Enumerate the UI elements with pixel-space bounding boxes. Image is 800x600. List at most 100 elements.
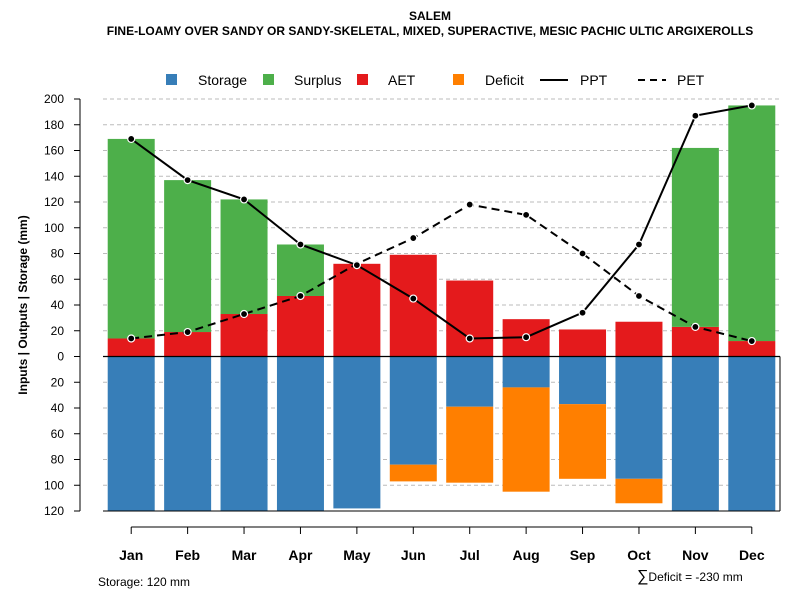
- bar-aet: [559, 329, 607, 357]
- bar-deficit: [559, 404, 607, 479]
- ppt-point: [183, 176, 192, 185]
- pet-point: [409, 233, 418, 243]
- pet-point: [239, 309, 249, 319]
- bar-storage: [502, 356, 550, 388]
- bar-aet: [276, 295, 324, 357]
- bar-surplus: [220, 199, 268, 315]
- x-tick-label: Nov: [682, 547, 709, 563]
- ppt-point: [409, 294, 418, 303]
- ppt-point: [691, 111, 700, 120]
- y-tick-label: 60: [51, 272, 65, 286]
- bar-aet: [446, 280, 494, 357]
- y-tick-label: 160: [44, 144, 64, 158]
- y-tick-label: 140: [44, 169, 64, 183]
- ppt-point: [634, 240, 644, 249]
- y-tick-label: 100: [44, 221, 64, 235]
- bar-aet: [389, 254, 437, 357]
- legend-label-pet: PET: [677, 72, 705, 88]
- x-tick-label: Apr: [288, 547, 313, 563]
- legend-label-ppt: PPT: [580, 72, 608, 88]
- bar-storage: [220, 356, 268, 511]
- legend-swatch-deficit: [453, 74, 464, 85]
- bar-surplus: [164, 180, 212, 333]
- legend-label-storage: Storage: [198, 72, 247, 88]
- ppt-point: [127, 134, 136, 144]
- x-tick-label: Jun: [401, 547, 426, 563]
- y-tick-label: 120: [44, 504, 64, 518]
- bar-surplus: [107, 138, 155, 339]
- bar-surplus: [276, 244, 324, 296]
- ppt-line: [130, 104, 752, 340]
- y-tick-label: 100: [44, 478, 64, 492]
- y-tick-label: 120: [44, 195, 64, 209]
- x-tick-label: May: [343, 547, 370, 563]
- ppt-point: [578, 308, 587, 317]
- bar-storage: [164, 356, 212, 511]
- pet-point: [634, 291, 644, 301]
- bar-surplus: [671, 147, 719, 327]
- bar-storage: [559, 356, 607, 405]
- bar-storage: [107, 356, 155, 511]
- legend-label-aet: AET: [388, 72, 416, 88]
- y-tick-label: 200: [44, 92, 64, 106]
- legend-swatch-surplus: [263, 74, 274, 85]
- bar-aet: [107, 338, 155, 357]
- pet-point: [747, 336, 756, 346]
- bar-storage: [446, 356, 494, 407]
- bar-aet: [615, 321, 663, 357]
- x-tick-label: Jul: [460, 547, 480, 563]
- y-tick-label: 180: [44, 118, 64, 132]
- ppt-point: [296, 240, 305, 249]
- bar-surplus: [728, 105, 776, 342]
- pet-point: [296, 291, 305, 301]
- bar-storage: [389, 356, 437, 465]
- pet-line: [131, 203, 753, 343]
- legend-label-deficit: Deficit: [485, 72, 524, 88]
- x-tick-label: Jan: [119, 547, 143, 563]
- legend-swatch-storage: [166, 74, 177, 85]
- bar-aet: [671, 326, 719, 357]
- bar-aet: [220, 314, 268, 357]
- legend-label-surplus: Surplus: [294, 72, 341, 88]
- ppt-point: [747, 101, 756, 110]
- bar-aet: [728, 341, 776, 357]
- y-tick-label: 20: [51, 375, 65, 389]
- ppt-point: [239, 195, 249, 204]
- x-tick-label: Oct: [627, 547, 651, 563]
- chart-subtitle: FINE-LOAMY OVER SANDY OR SANDY-SKELETAL,…: [106, 24, 754, 38]
- bar-deficit: [502, 387, 550, 492]
- y-tick-label: 40: [51, 298, 65, 312]
- y-tick-label: 80: [51, 453, 65, 467]
- ppt-point: [352, 260, 361, 270]
- pet-point: [691, 322, 700, 331]
- x-tick-label: Mar: [232, 547, 257, 563]
- bar-storage: [333, 356, 381, 509]
- bar-storage: [728, 356, 776, 511]
- ppt-point: [465, 334, 474, 343]
- bar-storage: [671, 356, 719, 511]
- sigma-icon: ∑: [637, 568, 649, 585]
- pet-point: [578, 249, 587, 258]
- y-tick-label: 80: [51, 247, 65, 261]
- x-tick-label: Dec: [739, 547, 765, 563]
- deficit-note: ∑Deficit = -230 mm: [637, 568, 743, 586]
- bar-storage: [276, 356, 324, 511]
- y-tick-label: 40: [51, 401, 65, 415]
- pet-point: [522, 210, 531, 219]
- bar-deficit: [446, 406, 494, 483]
- y-axis-label: Inputs | Outputs | Storage (mm): [16, 215, 30, 394]
- bar-storage: [615, 356, 663, 479]
- bar-aet: [333, 263, 381, 357]
- storage-note: Storage: 120 mm: [98, 575, 191, 589]
- deficit-note-text: Deficit = -230 mm: [648, 570, 743, 584]
- y-tick-label: 0: [57, 350, 64, 364]
- x-tick-label: Aug: [513, 547, 540, 563]
- pet-point: [183, 327, 192, 337]
- y-tick-label: 60: [51, 427, 65, 441]
- x-tick-label: Sep: [570, 547, 596, 563]
- chart-title: SALEM: [409, 9, 451, 23]
- legend-swatch-aet: [357, 74, 368, 85]
- x-tick-label: Feb: [175, 547, 200, 563]
- bar-deficit: [389, 464, 437, 482]
